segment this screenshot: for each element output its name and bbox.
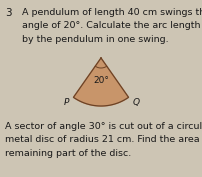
Polygon shape [74,58,128,106]
Text: A sector of angle 30° is cut out of a circular: A sector of angle 30° is cut out of a ci… [5,122,202,131]
Text: metal disc of radius 21 cm. Find the area of the: metal disc of radius 21 cm. Find the are… [5,136,202,144]
Text: remaining part of the disc.: remaining part of the disc. [5,149,131,158]
Text: P: P [64,98,69,107]
Text: Q: Q [133,98,140,107]
Text: A pendulum of length 40 cm swings through an: A pendulum of length 40 cm swings throug… [22,8,202,17]
Text: 20°: 20° [93,76,109,85]
Text: angle of 20°. Calculate the arc length PQ moved: angle of 20°. Calculate the arc length P… [22,21,202,30]
Text: 3: 3 [5,8,12,18]
Text: by the pendulum in one swing.: by the pendulum in one swing. [22,35,169,44]
